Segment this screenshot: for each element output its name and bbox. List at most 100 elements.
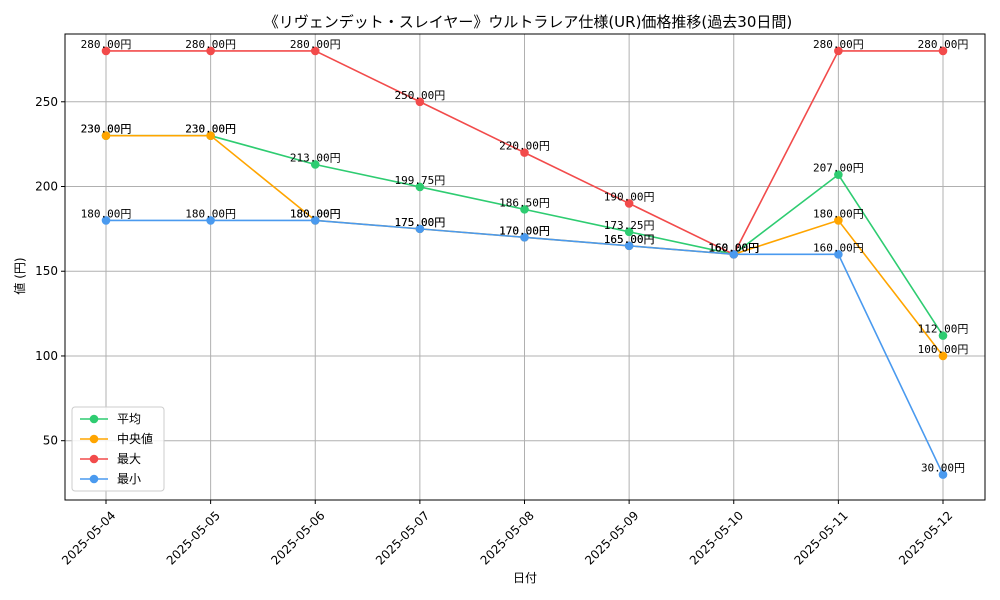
data-label: 199.75円	[395, 174, 446, 187]
data-label: 230.00円	[185, 123, 236, 136]
data-label: 230.00円	[81, 123, 132, 136]
data-point	[834, 170, 843, 179]
y-axis-label: 値 (円)	[12, 257, 27, 294]
data-point	[101, 216, 111, 225]
data-point	[206, 46, 215, 56]
data-point	[938, 470, 948, 479]
data-label: 170.00円	[499, 224, 550, 237]
data-label: 220.00円	[499, 140, 550, 153]
data-point	[310, 216, 320, 225]
chart-title: 《リヴェンデット・スレイヤー》ウルトラレア仕様(UR)価格推移(過去30日間)	[264, 13, 792, 31]
data-point	[101, 46, 111, 56]
data-label: 160.00円	[708, 241, 759, 254]
data-label: 280.00円	[185, 38, 236, 51]
data-point	[624, 241, 634, 251]
y-tick-label: 150	[35, 264, 58, 278]
data-label: 280.00円	[918, 38, 969, 51]
data-label: 160.00円	[708, 241, 759, 254]
data-label: 190.00円	[604, 190, 655, 203]
series-2	[101, 46, 948, 259]
data-point	[206, 131, 215, 140]
legend-label: 最大	[117, 452, 141, 466]
x-tick-label: 2025-05-04	[59, 508, 118, 567]
data-label: 180.00円	[81, 207, 132, 220]
data-point	[624, 227, 634, 237]
data-label: 112.00円	[918, 323, 969, 336]
data-point	[415, 224, 425, 234]
data-label: 180.00円	[813, 207, 864, 220]
data-point	[415, 182, 425, 192]
data-point	[624, 199, 634, 208]
legend-box	[71, 406, 165, 492]
data-point	[520, 205, 529, 214]
data-point	[729, 249, 739, 259]
grid-layer	[65, 34, 985, 500]
data-label: 230.00円	[81, 123, 132, 136]
legend-swatch-marker	[89, 474, 99, 484]
y-tick-label: 250	[35, 95, 58, 109]
data-point	[310, 46, 320, 56]
legend-label: 最小	[117, 472, 141, 486]
data-label: 160.00円	[708, 241, 759, 254]
data-point	[938, 46, 948, 56]
legend-item: 中央値	[80, 431, 153, 446]
legend-label: 中央値	[117, 431, 153, 446]
y-tick-label: 50	[43, 434, 58, 448]
data-point	[834, 249, 843, 259]
data-label: 280.00円	[81, 38, 132, 51]
data-label: 175.00円	[395, 216, 446, 229]
data-label: 230.00円	[185, 123, 236, 136]
data-point	[834, 216, 843, 225]
data-label: 280.00円	[290, 38, 341, 51]
data-label: 100.00円	[918, 343, 969, 356]
data-point	[520, 148, 529, 157]
data-label: 173.25円	[604, 219, 655, 232]
data-label: 160.00円	[708, 241, 759, 254]
series-3	[101, 216, 948, 479]
data-label: 250.00円	[395, 89, 446, 102]
data-point	[415, 97, 425, 107]
data-point	[938, 331, 948, 340]
legend-swatch-marker	[89, 454, 99, 464]
data-label: 207.00円	[813, 162, 864, 175]
data-label: 170.00円	[499, 224, 550, 237]
x-tick-label: 2025-05-05	[164, 508, 223, 567]
data-label: 165.00円	[604, 233, 655, 246]
x-tick-label: 2025-05-07	[373, 508, 432, 567]
data-point	[310, 160, 320, 169]
data-label: 213.00円	[290, 151, 341, 164]
data-label: 186.50円	[499, 196, 550, 209]
data-point	[938, 351, 948, 361]
data-label: 30.00円	[921, 462, 965, 475]
x-tick-label: 2025-05-09	[582, 508, 641, 567]
y-tick-label: 200	[35, 180, 58, 194]
data-label: 160.00円	[813, 241, 864, 254]
data-label: 175.00円	[395, 216, 446, 229]
x-axis-label: 日付	[513, 571, 537, 585]
legend-item: 最大	[80, 452, 141, 466]
data-label: 180.00円	[290, 207, 341, 220]
data-point	[206, 216, 215, 225]
y-tick-label: 100	[35, 349, 58, 363]
legend-swatch-marker	[89, 414, 99, 424]
series-layer	[101, 46, 948, 479]
legend-label: 平均	[117, 412, 141, 426]
x-tick-label: 2025-05-08	[478, 508, 537, 567]
legend-item: 平均	[80, 412, 141, 426]
data-label: 165.00円	[604, 233, 655, 246]
data-label: 180.00円	[290, 207, 341, 220]
data-point	[520, 233, 529, 242]
data-point	[101, 131, 111, 140]
x-tick-label: 2025-05-10	[687, 508, 746, 567]
data-labels-layer: 230.00円 230.00円 213.00円 199.75円 186.50円 173.2…	[81, 38, 969, 475]
legend-swatch-marker	[89, 434, 99, 444]
data-label: 180.00円	[185, 207, 236, 220]
legend-item: 最小	[80, 472, 141, 486]
x-tick-label: 2025-05-11	[791, 508, 850, 567]
x-tick-label: 2025-05-06	[268, 508, 327, 567]
x-tick-label: 2025-05-12	[896, 508, 955, 567]
data-point	[834, 46, 843, 56]
